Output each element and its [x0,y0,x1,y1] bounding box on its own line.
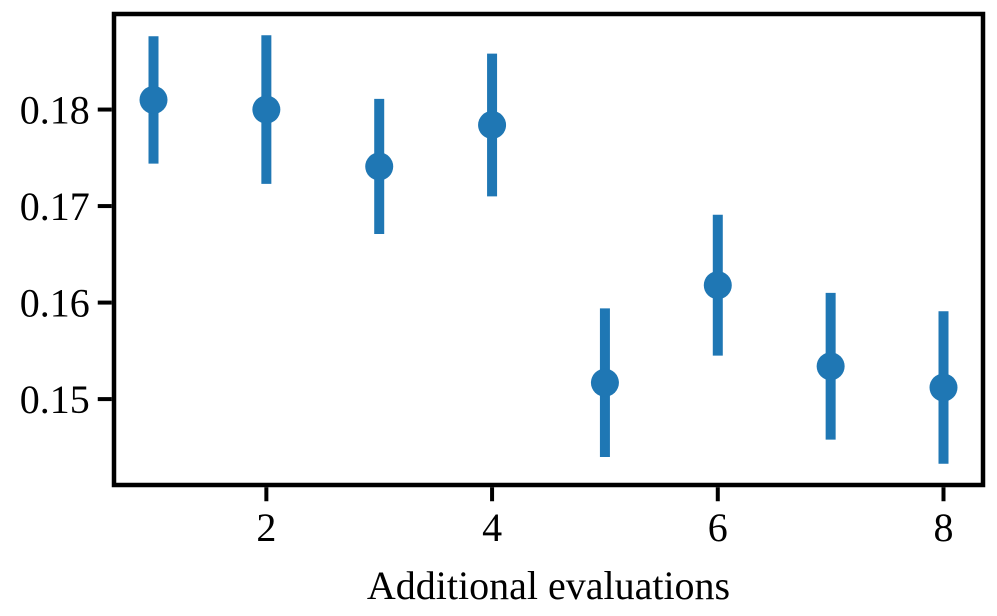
data-point [590,368,619,397]
x-tick-label: 4 [482,505,502,550]
x-tick-label: 6 [708,505,728,550]
data-point [252,95,281,124]
data-point [703,271,732,300]
data-point [929,373,958,402]
y-tick-label: 0.15 [20,377,90,422]
data-point [139,85,168,114]
plot-border [111,11,986,488]
data-point [816,352,845,381]
y-tick-label: 0.17 [20,184,90,229]
x-axis-label: Additional evaluations [367,563,730,608]
y-tick-label: 0.18 [20,88,90,133]
data-point [365,152,394,181]
y-tick-label: 0.16 [20,281,90,326]
x-tick-label: 8 [934,505,954,550]
x-tick-label: 2 [256,505,276,550]
data-point [478,110,507,139]
